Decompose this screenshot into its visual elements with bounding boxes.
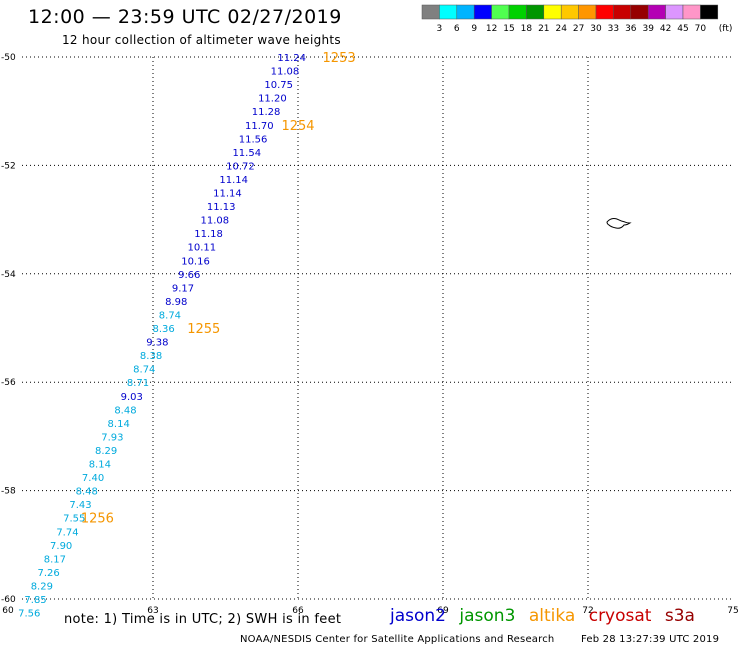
swh-value-label: 9.66 (178, 270, 200, 281)
legend-label: 24 (555, 24, 567, 34)
pass-time-label: 1254 (281, 119, 314, 134)
legend-label: 39 (642, 24, 654, 34)
map-subtitle: 12 hour collection of altimeter wave hei… (62, 33, 341, 47)
legend-label: 18 (521, 24, 533, 34)
swh-value-label: 10.11 (187, 243, 216, 254)
swh-value-label: 11.14 (213, 189, 242, 200)
lat-tick-label: -54 (1, 270, 16, 280)
legend-label: 6 (454, 24, 460, 34)
swh-value-label: 11.70 (245, 121, 274, 132)
legend-label: 12 (486, 24, 497, 34)
satellite-name-s3a: s3a (664, 606, 695, 626)
swh-value-label: 8.17 (44, 554, 66, 565)
legend-label: 36 (625, 24, 637, 34)
swh-value-label: 11.24 (277, 53, 306, 64)
pass-time-label: 1256 (81, 512, 114, 527)
swh-value-label: 7.40 (82, 473, 104, 484)
swh-value-label: 11.08 (271, 67, 300, 78)
map-title: 12:00 — 23:59 UTC 02/27/2019 (28, 6, 342, 28)
lat-tick-label: -50 (1, 53, 16, 63)
swh-value-label: 11.18 (194, 229, 223, 240)
swh-value-label: 8.38 (140, 351, 162, 362)
swh-value-label: 8.14 (108, 419, 130, 430)
swh-value-label: 7.56 (18, 609, 40, 620)
swh-value-label: 8.71 (127, 378, 149, 389)
pass-time-label: 1255 (187, 322, 220, 337)
swh-value-label: 11.14 (219, 175, 248, 186)
swh-value-label: 11.56 (239, 134, 268, 145)
lat-tick-label: -58 (1, 487, 16, 497)
legend-label: 70 (695, 24, 707, 34)
legend-label: 21 (538, 24, 549, 34)
swh-value-label: 8.48 (76, 487, 98, 498)
swh-value-label: 7.26 (37, 568, 59, 579)
legend-label: 45 (677, 24, 688, 34)
color-scale-legend: 3 6 9 12 15 18 21 24 27 30 33 36 39 42 45 70 (ft) (421, 4, 733, 34)
swh-value-label: 7.43 (69, 500, 91, 511)
legend-unit: (ft) (719, 24, 733, 34)
swh-value-label: 7.55 (63, 514, 85, 525)
lon-tick-label: 60 (2, 606, 14, 616)
swh-value-label: 8.14 (89, 460, 111, 471)
swh-value-label: 8.29 (31, 581, 53, 592)
legend-swatch-16 (700, 4, 719, 20)
swh-value-label: 7.74 (56, 527, 78, 538)
swh-value-label: 8.74 (133, 365, 155, 376)
swh-value-label: 7.90 (50, 541, 72, 552)
credit-line: NOAA/NESDIS Center for Satellite Applica… (240, 634, 555, 645)
island-outline-icon (606, 217, 632, 229)
lat-tick-label: -56 (1, 378, 16, 388)
swh-value-label: 10.16 (181, 256, 210, 267)
lon-tick-label: 66 (292, 606, 304, 616)
swh-value-label: 8.48 (114, 405, 136, 416)
satellite-legend: jason2 jason3 altika cryosat s3a (390, 606, 703, 626)
lat-tick-label: -60 (1, 595, 16, 605)
swh-value-label: 10.72 (226, 161, 255, 172)
swh-value-label: 11.08 (201, 216, 230, 227)
swh-value-label: 9.03 (121, 392, 143, 403)
lon-tick-label: 63 (147, 606, 158, 616)
swh-value-label: 8.74 (159, 310, 181, 321)
swh-value-label: 11.20 (258, 94, 287, 105)
legend-label: 30 (590, 24, 602, 34)
lon-tick-label: 75 (727, 606, 738, 616)
satellite-name-jason3: jason3 (459, 606, 516, 626)
swh-value-label: 8.98 (165, 297, 187, 308)
swh-value-label: 9.38 (146, 338, 168, 349)
swh-value-label: 11.54 (232, 148, 261, 159)
satellite-name-altika: altika (528, 606, 576, 626)
lon-tick-label: 72 (582, 606, 593, 616)
swh-value-label: 9.17 (172, 283, 194, 294)
legend-label: 15 (503, 24, 514, 34)
legend-label: 27 (573, 24, 584, 34)
satellite-name-jason2: jason2 (390, 606, 446, 626)
swh-value-label: 11.13 (207, 202, 236, 213)
legend-label: 9 (471, 24, 477, 34)
legend-label: 33 (608, 24, 619, 34)
legend-label: 3 (437, 24, 443, 34)
lon-tick-label: 69 (437, 606, 449, 616)
swh-value-label: 10.75 (264, 80, 293, 91)
satellite-name-cryosat: cryosat (588, 606, 652, 626)
swh-value-label: 7.93 (101, 432, 123, 443)
swh-value-label: 7.85 (24, 595, 46, 606)
lat-tick-label: -52 (1, 161, 16, 171)
swh-value-label: 8.29 (95, 446, 117, 457)
swh-value-label: 8.36 (153, 324, 175, 335)
swh-value-label: 11.28 (252, 107, 281, 118)
pass-time-label: 1253 (323, 51, 356, 66)
generated-timestamp: Feb 28 13:27:39 UTC 2019 (581, 634, 720, 645)
footer-note: note: 1) Time is in UTC; 2) SWH is in fe… (64, 612, 342, 627)
legend-label: 42 (660, 24, 671, 34)
